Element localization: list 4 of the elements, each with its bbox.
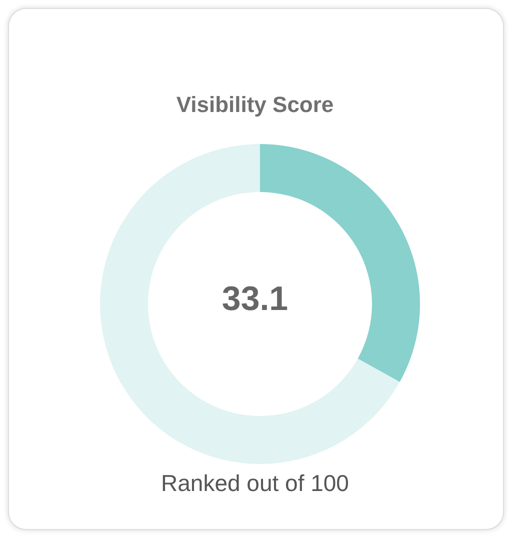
donut-slice — [100, 144, 400, 464]
text: Ranked out of 100 — [161, 470, 349, 496]
text: 33.1 — [222, 280, 288, 318]
chart-title: Visibility Score — [176, 92, 334, 117]
